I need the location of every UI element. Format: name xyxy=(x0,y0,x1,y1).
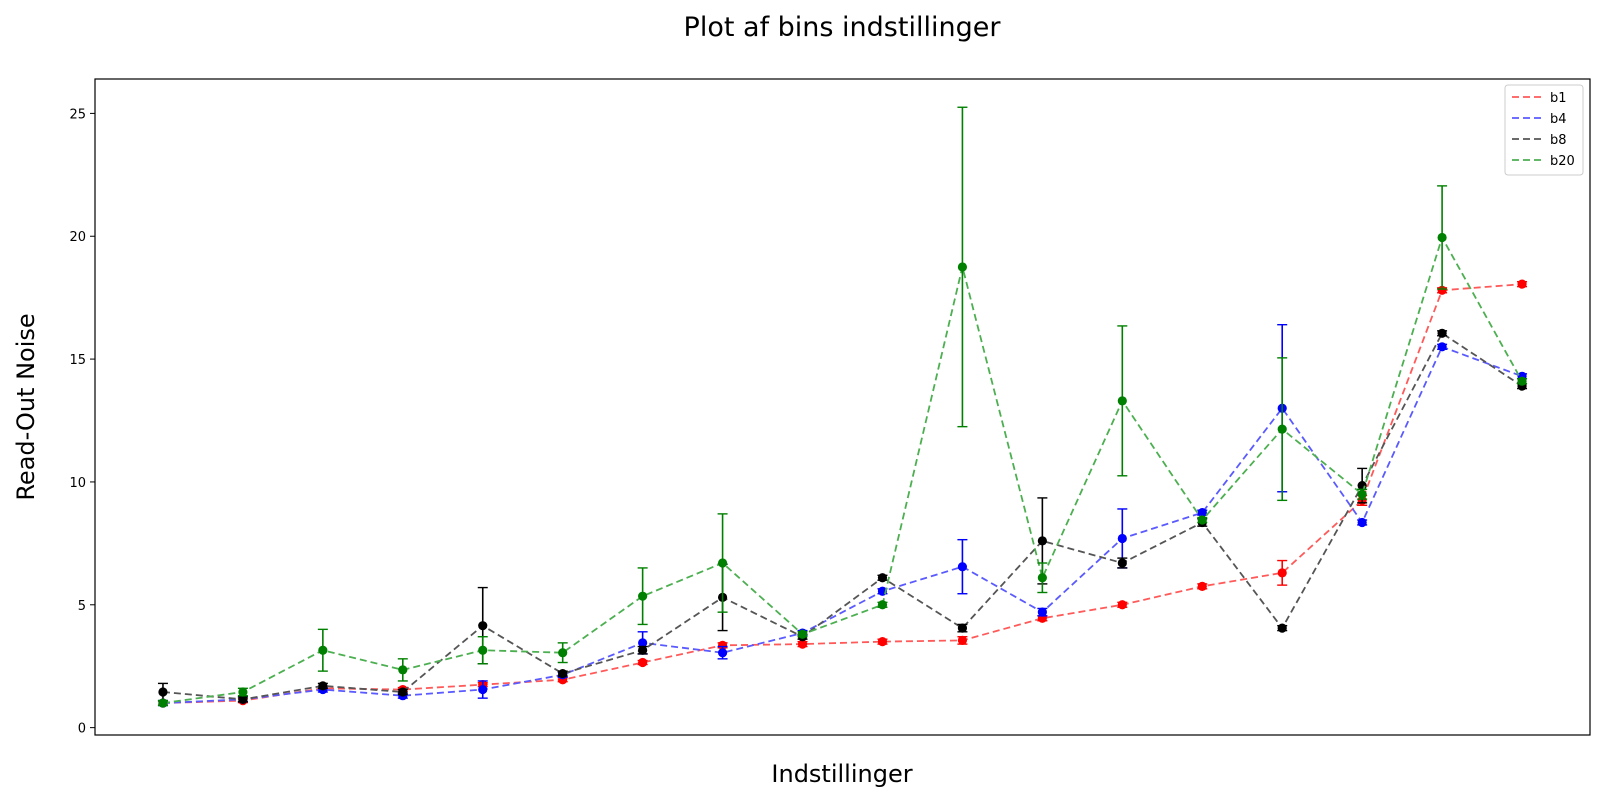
data-point xyxy=(478,645,488,655)
legend-box xyxy=(1504,84,1584,176)
data-point xyxy=(1437,285,1447,295)
data-point xyxy=(877,600,888,610)
data-point xyxy=(1037,536,1047,546)
legend: b1 b4 b8 b20 xyxy=(1504,84,1584,176)
plot-area xyxy=(94,78,1591,736)
legend-label-b4: b4 xyxy=(1550,112,1567,127)
data-point xyxy=(957,635,968,646)
data-point xyxy=(318,681,328,691)
data-point xyxy=(1517,279,1527,289)
data-point xyxy=(158,698,168,708)
data-point xyxy=(877,637,888,647)
y-tick-label: 25 xyxy=(69,107,86,122)
y-axis: 0 5 10 15 20 25 xyxy=(69,107,95,737)
data-point xyxy=(398,665,408,675)
data-point xyxy=(238,694,248,704)
data-point xyxy=(318,645,328,655)
data-point xyxy=(957,262,968,272)
data-point xyxy=(717,640,728,650)
data-point xyxy=(1437,232,1447,243)
data-point xyxy=(957,623,968,633)
data-point xyxy=(158,687,168,697)
data-point xyxy=(1357,489,1367,499)
y-tick-label: 0 xyxy=(78,722,86,737)
data-point xyxy=(1037,573,1047,583)
data-point xyxy=(638,638,648,648)
data-point xyxy=(797,629,808,639)
data-point xyxy=(638,645,648,655)
data-point xyxy=(797,639,808,649)
data-point xyxy=(717,558,728,568)
series-b20 xyxy=(157,106,1528,708)
series-line-b1 xyxy=(162,283,1523,704)
data-point xyxy=(717,648,728,658)
y-tick-label: 10 xyxy=(69,476,86,491)
data-point xyxy=(638,657,648,668)
data-point xyxy=(1357,517,1367,528)
series-layer xyxy=(157,106,1528,708)
data-point xyxy=(1517,376,1527,386)
y-tick-label: 15 xyxy=(69,353,86,368)
series-b8 xyxy=(157,328,1528,704)
y-axis-label: Read-Out Noise xyxy=(12,313,40,500)
data-point xyxy=(1437,342,1447,352)
data-point xyxy=(478,621,488,631)
data-point xyxy=(1277,623,1287,633)
data-point xyxy=(1197,515,1207,525)
data-point xyxy=(957,562,968,572)
data-point xyxy=(1437,328,1447,338)
data-point xyxy=(1277,568,1287,578)
data-point xyxy=(1277,424,1287,434)
data-point xyxy=(1117,533,1127,544)
legend-label-b8: b8 xyxy=(1550,133,1567,148)
data-point xyxy=(1117,396,1127,406)
data-point xyxy=(877,573,888,583)
data-point xyxy=(1117,558,1127,568)
y-tick-label: 20 xyxy=(69,230,86,245)
series-line-b20 xyxy=(162,235,1523,704)
series-line-b4 xyxy=(162,345,1523,704)
data-point xyxy=(638,591,648,601)
x-axis-label: Indstillinger xyxy=(771,760,912,788)
data-point xyxy=(478,684,488,695)
data-point xyxy=(1197,508,1207,518)
data-point xyxy=(558,648,568,658)
data-point xyxy=(398,687,408,697)
legend-label-b20: b20 xyxy=(1550,154,1575,169)
chart-title: Plot af bins indstillinger xyxy=(684,12,1002,43)
data-point xyxy=(558,668,568,679)
data-point xyxy=(1037,607,1047,617)
y-tick-label: 5 xyxy=(78,599,86,614)
legend-label-b1: b1 xyxy=(1550,91,1567,106)
data-point xyxy=(238,687,248,697)
data-point xyxy=(1117,600,1127,610)
data-point xyxy=(1197,581,1207,591)
